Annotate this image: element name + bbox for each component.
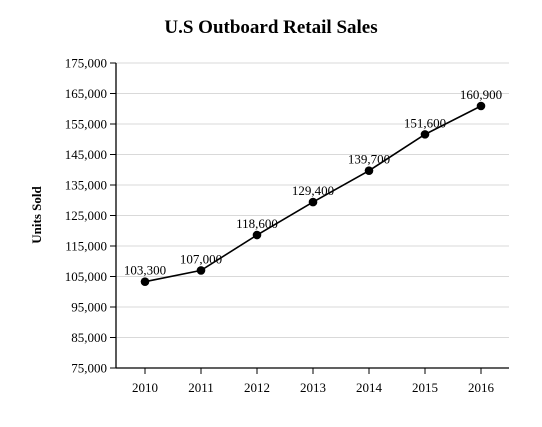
- y-tick-label: 85,000: [71, 330, 107, 345]
- y-tick-label: 145,000: [65, 147, 107, 162]
- data-point: [196, 266, 206, 275]
- x-tick-label: 2012: [244, 380, 270, 395]
- x-tick-label: 2013: [300, 380, 326, 395]
- y-tick-label: 125,000: [65, 208, 107, 223]
- x-tick-label: 2016: [468, 380, 495, 395]
- y-tick-label: 105,000: [65, 269, 107, 284]
- x-tick-label: 2015: [412, 380, 438, 395]
- data-point: [140, 277, 150, 286]
- data-point: [420, 130, 430, 139]
- y-axis-ticks: 75,000 85,000 95,000 105,000 115,000 125,000 1…: [65, 56, 116, 376]
- y-tick-label: 165,000: [65, 86, 107, 101]
- x-axis-ticks: 2010 2011 2012 2013 2014 2015 2016: [132, 368, 495, 395]
- series: [140, 101, 486, 286]
- x-tick-label: 2011: [188, 380, 214, 395]
- y-axis-label: Units Sold: [29, 186, 44, 244]
- data-label: 107,000: [180, 251, 222, 266]
- data-point: [476, 101, 486, 111]
- data-label: 118,600: [236, 216, 278, 231]
- data-label: 160,900: [460, 87, 502, 102]
- data-label: 129,400: [292, 183, 334, 198]
- y-tick-label: 95,000: [71, 300, 107, 315]
- y-tick-label: 115,000: [65, 239, 107, 254]
- gridlines: [116, 62, 509, 338]
- data-point: [364, 166, 374, 175]
- y-tick-label: 155,000: [65, 117, 107, 132]
- x-tick-label: 2014: [356, 380, 383, 395]
- chart-title: U.S Outboard Retail Sales: [164, 17, 377, 38]
- y-tick-label: 175,000: [65, 56, 107, 71]
- y-tick-label: 75,000: [71, 361, 107, 376]
- data-label: 103,300: [124, 263, 166, 278]
- x-tick-label: 2010: [132, 380, 158, 395]
- data-point: [252, 230, 262, 240]
- data-label: 139,700: [348, 152, 390, 167]
- y-tick-label: 135,000: [65, 178, 107, 193]
- data-label: 151,600: [404, 115, 446, 130]
- data-point: [308, 197, 318, 207]
- data-labels: 103,300 107,000 118,600 129,400 139,700 151,6…: [124, 87, 502, 278]
